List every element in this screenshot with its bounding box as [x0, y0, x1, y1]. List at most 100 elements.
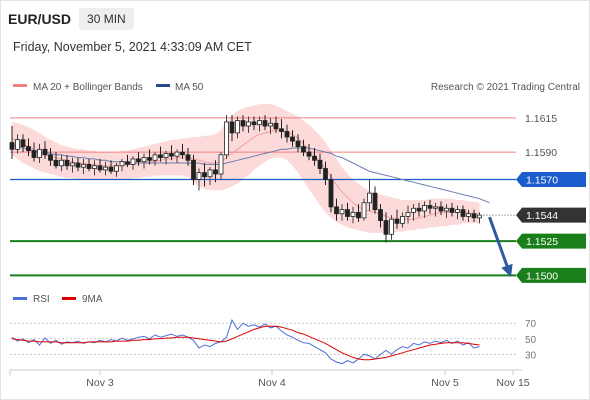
candle-body — [86, 164, 92, 169]
candle-body — [361, 202, 367, 219]
candle-body — [169, 153, 174, 157]
rsi-legend-swatch — [13, 297, 27, 300]
candle-body — [301, 146, 306, 153]
level-badge-1.1544 — [516, 207, 586, 223]
candle-body — [75, 162, 81, 168]
candle-body — [433, 206, 438, 209]
candle-body — [240, 120, 246, 127]
ma50-legend-swatch — [156, 84, 170, 87]
candle-body — [180, 151, 185, 156]
candle-body — [81, 164, 86, 168]
candle-body — [323, 168, 328, 180]
candle-body — [229, 121, 235, 134]
candle-body — [367, 192, 372, 204]
candle-body — [37, 148, 42, 158]
level-badge-1.1525 — [516, 233, 586, 249]
forecast-arrow-head — [501, 263, 513, 278]
candle-body — [400, 216, 405, 224]
rsi-plot: 70 50 30 — [10, 318, 537, 365]
main-plot: 1.1615 1.1590 1.1570 1.1544 1.1525 1.1500 — [9, 104, 586, 283]
candle-body — [306, 151, 312, 157]
candle-body — [125, 161, 130, 165]
candle-body — [114, 165, 119, 172]
candle-body — [284, 131, 290, 138]
candle-body — [262, 120, 268, 127]
candle-body — [224, 121, 229, 156]
candle-body — [147, 157, 152, 161]
candle-body — [334, 206, 339, 215]
candle-body — [218, 154, 224, 175]
candle-body — [141, 157, 147, 163]
candle-body — [207, 169, 213, 178]
candle-body — [317, 159, 323, 169]
rsi-tick-label-70: 70 — [525, 319, 537, 330]
candle-body — [59, 159, 64, 167]
candle-body — [20, 139, 26, 147]
rsi-9ma-line — [11, 325, 480, 361]
candle-body — [339, 209, 345, 215]
candle-body — [103, 166, 108, 171]
candle-body — [9, 142, 15, 150]
candle-body — [64, 159, 70, 167]
ma50-line-tail — [479, 198, 490, 204]
level-label-1.1615: 1.1615 — [525, 113, 557, 125]
candle-body — [92, 165, 97, 169]
level-badge-1.1500 — [516, 267, 586, 283]
candle-body — [389, 218, 394, 235]
level-badge-1.1570 — [516, 171, 586, 187]
rsi-9ma-legend-label: 9MA — [82, 294, 103, 305]
candle-body — [477, 214, 482, 219]
candle-body — [257, 120, 262, 126]
ma50-line — [11, 144, 480, 200]
candle-body — [345, 209, 350, 217]
ma20-legend-label: MA 20 + Bollinger Bands — [33, 82, 143, 93]
candle-body — [108, 166, 114, 172]
rsi-line — [11, 318, 480, 365]
candle-body — [163, 153, 169, 158]
x-axis: Nov 3 Nov 4 Nov 5 Nov 15 — [86, 370, 530, 389]
rsi-tick-label-50: 50 — [525, 335, 537, 346]
rsi-legend-label: RSI — [33, 294, 50, 305]
candle-body — [378, 209, 383, 221]
candle-body — [449, 207, 455, 213]
candle-body — [279, 128, 284, 132]
level-badge-text-1.1544: 1.1544 — [526, 210, 558, 222]
candle-body — [53, 159, 59, 167]
candle-body — [26, 146, 31, 152]
candle-body — [268, 122, 273, 127]
rsi-9ma-legend-swatch — [62, 297, 76, 300]
candle-body — [191, 159, 196, 180]
candle-body — [48, 154, 53, 161]
symbol-label: EUR/USD — [8, 11, 72, 27]
ma50-legend-label: MA 50 — [175, 82, 204, 93]
chart-header: EUR/USD 30 MIN — [8, 6, 134, 32]
candle-body — [416, 207, 422, 212]
candle-body — [174, 151, 180, 157]
candle-body — [251, 121, 257, 126]
candle-body — [15, 139, 20, 150]
candle-body — [372, 192, 378, 211]
candle-body — [312, 155, 317, 161]
candle-body — [31, 150, 37, 158]
x-tick-label-nov-15: Nov 15 — [496, 377, 529, 389]
candle-body — [394, 218, 400, 224]
level-badge-text-1.1500: 1.1500 — [526, 270, 558, 282]
candle-body — [427, 205, 433, 209]
bollinger-band — [12, 104, 480, 233]
rsi-tick-label-30: 30 — [525, 350, 537, 361]
forecast-arrow-shaft — [488, 216, 511, 272]
level-badge-text-1.1570: 1.1570 — [526, 174, 558, 186]
candle-body — [411, 207, 416, 213]
candle-body — [350, 211, 356, 217]
candle-body — [328, 179, 334, 208]
candle-body — [383, 220, 389, 235]
x-tick-label-nov-4: Nov 4 — [258, 377, 286, 389]
x-tick-label-nov-3: Nov 3 — [86, 377, 114, 389]
x-tick-label-nov-5: Nov 5 — [431, 377, 459, 389]
candle-body — [42, 148, 48, 156]
candle-body — [444, 207, 449, 212]
candle-body — [466, 213, 471, 217]
candle-body — [455, 209, 460, 213]
timeframe-button[interactable]: 30 MIN — [79, 8, 134, 30]
candle-body — [471, 213, 477, 219]
